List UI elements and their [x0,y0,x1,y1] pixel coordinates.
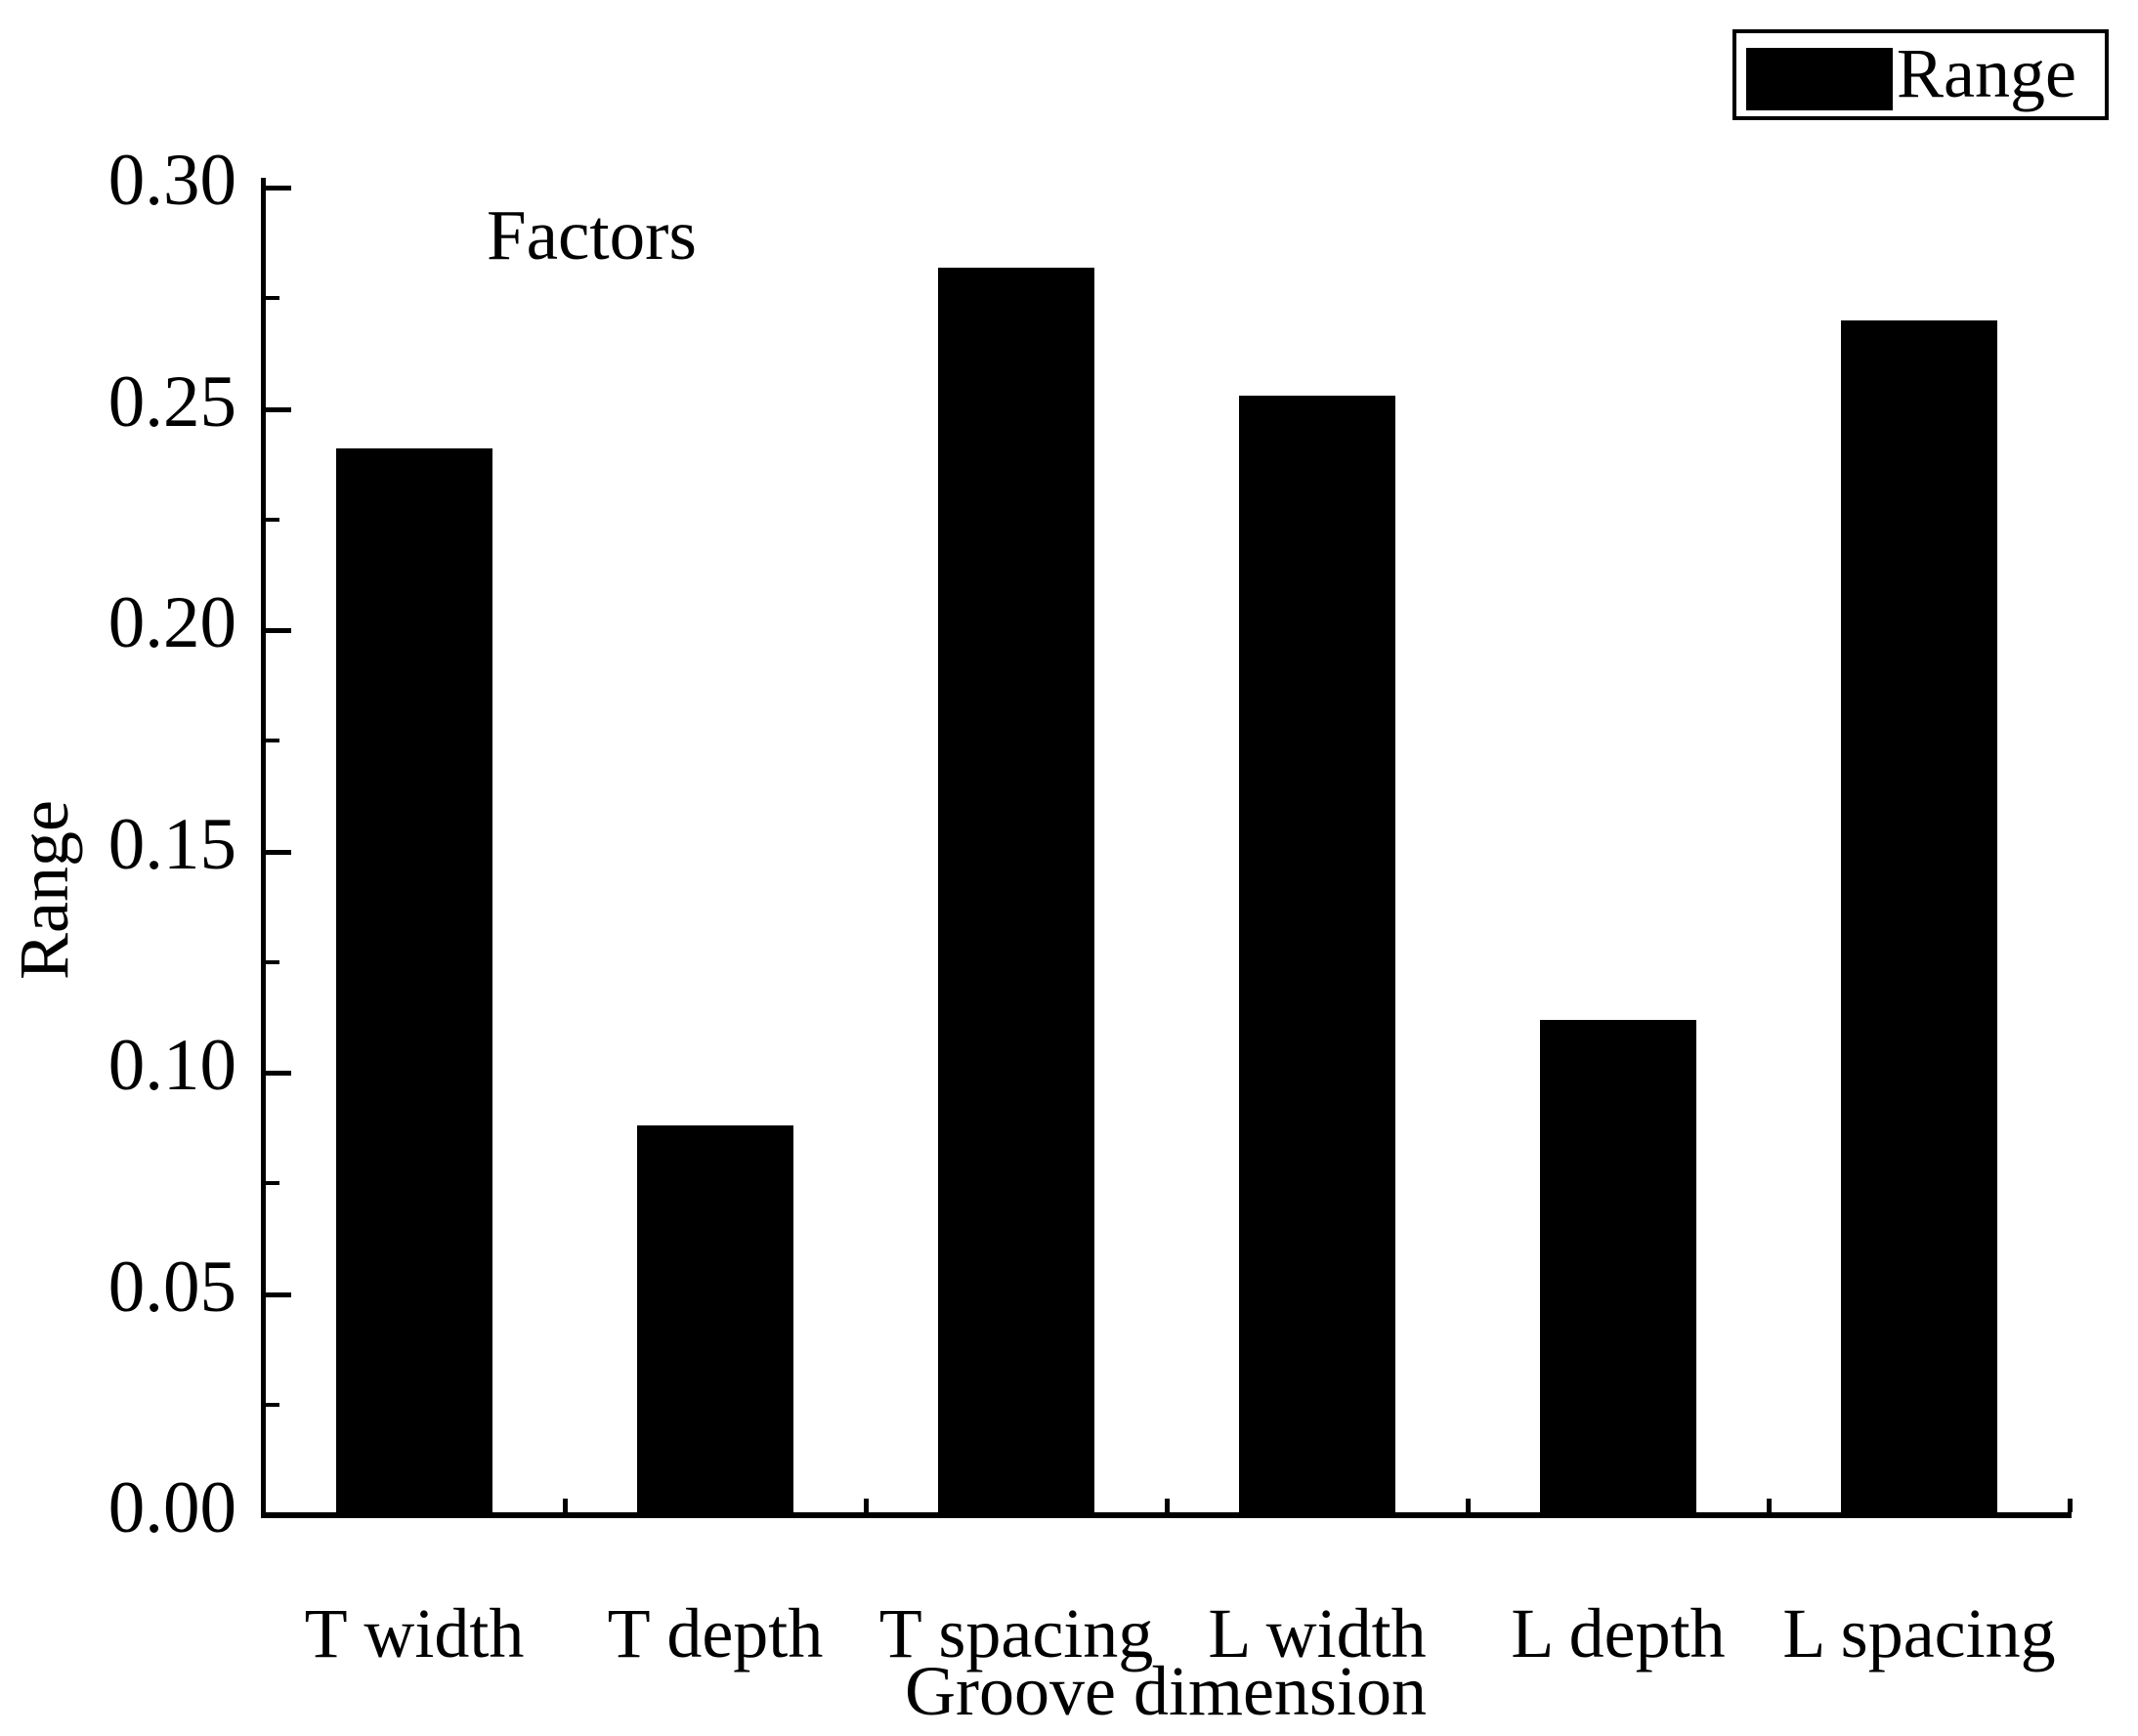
bar-t-depth [637,1125,793,1515]
factors-annotation: Factors [487,195,697,275]
y-minor-tick [266,1402,279,1407]
x-category-label: T width [304,1594,525,1672]
x-category-label: T spacing [878,1594,1154,1672]
y-axis-line [261,178,266,1518]
y-minor-tick [266,517,279,522]
y-tick-label: 0.00 [107,1467,236,1548]
x-axis-title: Groove dimension [905,1652,1427,1730]
x-boundary-tick [864,1499,869,1512]
x-axis-line [261,1512,2072,1518]
y-minor-tick [266,296,279,301]
x-boundary-tick [1165,1499,1170,1512]
bar-l-width [1239,396,1395,1515]
x-boundary-tick [563,1499,568,1512]
legend: Range [1732,29,2109,120]
y-major-tick [266,1071,291,1076]
legend-label: Range [1897,34,2076,112]
bar-l-depth [1540,1020,1696,1515]
x-category-label: L width [1208,1594,1427,1672]
bar-t-spacing [938,268,1094,1515]
y-major-tick [266,849,291,855]
y-minor-tick [266,959,279,964]
x-category-label: L spacing [1782,1594,2056,1672]
y-tick-label: 0.15 [107,803,236,885]
y-tick-label: 0.10 [107,1025,236,1106]
y-major-tick [266,628,291,633]
y-minor-tick [266,739,279,743]
legend-swatch-black-square [1746,48,1893,110]
x-category-label: L depth [1511,1594,1726,1672]
y-tick-label: 0.05 [107,1246,236,1328]
y-major-tick [266,1513,291,1518]
x-boundary-tick [2068,1499,2073,1512]
y-tick-label: 0.30 [107,140,236,221]
y-major-tick [266,406,291,412]
bar-t-width [336,448,492,1515]
x-boundary-tick [1767,1499,1772,1512]
y-minor-tick [266,1181,279,1186]
x-category-label: T depth [607,1594,824,1672]
y-major-tick [266,186,291,191]
bar-l-spacing [1841,320,1997,1515]
y-tick-label: 0.20 [107,582,236,663]
y-axis-title: Range [5,800,83,980]
y-major-tick [266,1291,291,1297]
x-boundary-tick [1466,1499,1471,1512]
y-tick-label: 0.25 [107,360,236,443]
